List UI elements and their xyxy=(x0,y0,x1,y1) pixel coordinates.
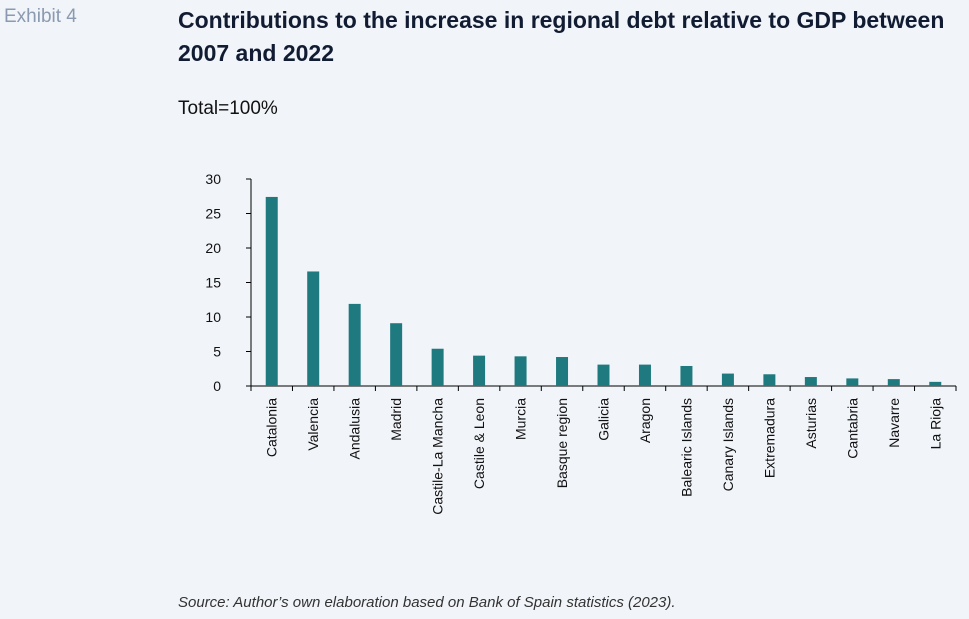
x-category-label: Basque region xyxy=(554,398,570,488)
y-tick-label: 5 xyxy=(213,344,221,360)
x-category-label: Asturias xyxy=(803,398,819,449)
x-category-label: Navarre xyxy=(886,398,902,448)
exhibit-label: Exhibit 4 xyxy=(4,6,77,27)
bar-galicia xyxy=(597,364,610,386)
y-tick-label: 20 xyxy=(205,240,221,256)
y-tick-label: 25 xyxy=(205,206,221,222)
bar-extremadura xyxy=(763,374,776,386)
source-note: Source: Author’s own elaboration based o… xyxy=(178,594,676,611)
x-category-label: Castile-La Mancha xyxy=(430,398,446,515)
bar-valencia xyxy=(307,271,320,386)
y-tick-label: 15 xyxy=(205,275,221,291)
bar-la-rioja xyxy=(929,381,942,386)
y-tick-label: 30 xyxy=(205,171,221,187)
bar-balearic-islands xyxy=(680,365,693,386)
bar-canary-islands xyxy=(721,373,734,386)
bar-asturias xyxy=(804,377,817,386)
bar-cantabria xyxy=(846,378,859,386)
y-tick-label: 0 xyxy=(213,378,221,394)
bar-andalusia xyxy=(348,303,361,386)
x-category-label: Extremadura xyxy=(761,398,777,478)
bar-murcia xyxy=(514,356,527,386)
x-category-label: Valencia xyxy=(305,398,321,451)
bar-basque-region xyxy=(556,357,569,386)
bar-castile-leon xyxy=(473,355,486,386)
x-category-label: Andalusia xyxy=(347,398,363,460)
bar-castile-la-mancha xyxy=(431,348,444,386)
bar-aragon xyxy=(638,364,651,386)
x-category-label: Cantabria xyxy=(844,398,860,459)
bar-catalonia xyxy=(265,196,278,386)
x-category-label: Catalonia xyxy=(264,398,280,457)
bar-madrid xyxy=(390,323,403,386)
x-category-label: Aragon xyxy=(637,398,653,443)
bar-navarre xyxy=(887,379,900,386)
x-category-label: Madrid xyxy=(388,398,404,441)
x-category-label: Canary Islands xyxy=(720,398,736,491)
x-category-label: Castile & Leon xyxy=(471,398,487,489)
x-category-label: Galicia xyxy=(596,398,612,441)
x-category-label: Balearic Islands xyxy=(678,398,694,497)
x-category-label: La Rioja xyxy=(927,398,943,450)
y-tick-label: 10 xyxy=(205,309,221,325)
chart-title: Contributions to the increase in regiona… xyxy=(178,7,945,66)
x-category-label: Murcia xyxy=(513,398,529,440)
chart-subtitle: Total=100% xyxy=(178,98,278,119)
